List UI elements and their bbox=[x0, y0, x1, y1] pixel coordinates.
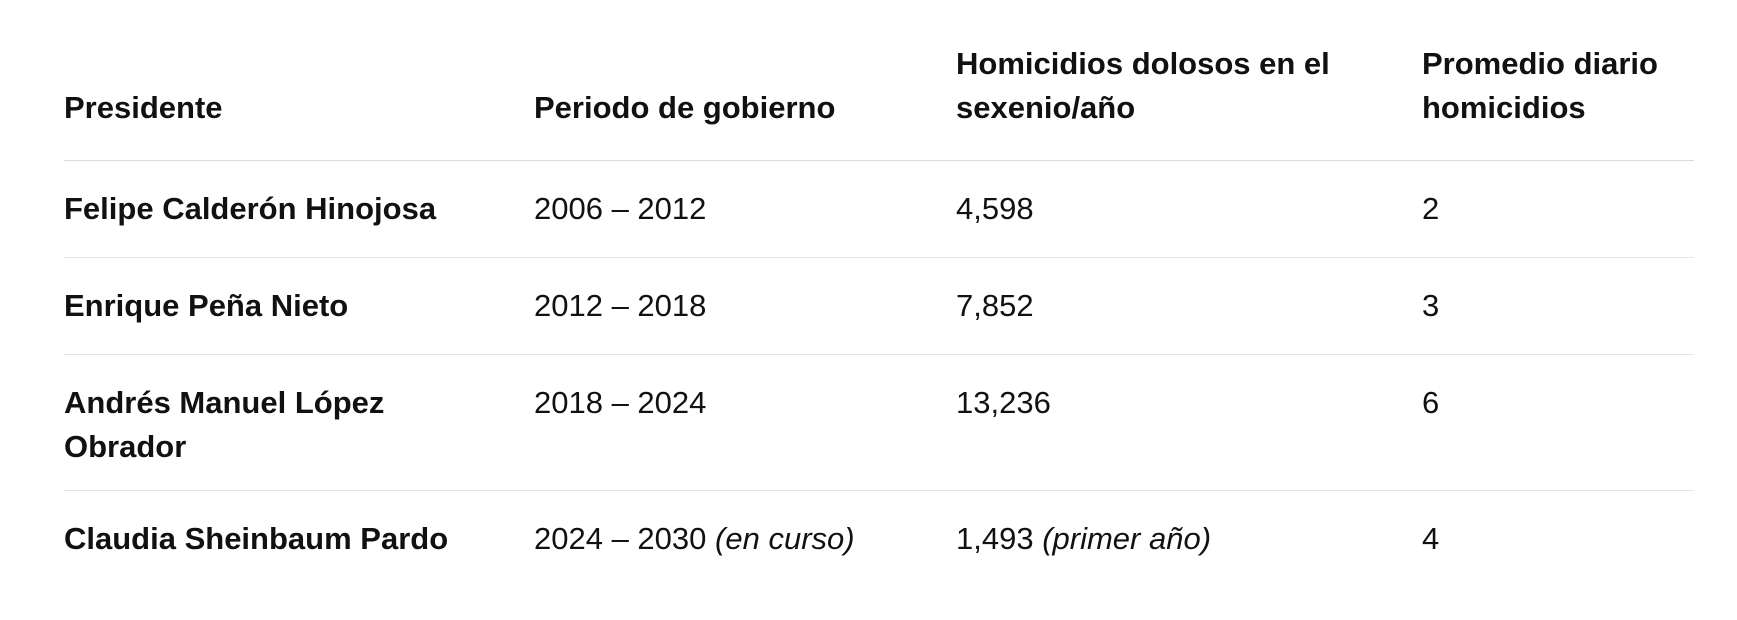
cell-promedio: 2 bbox=[1422, 160, 1694, 258]
periodo-value: 2012 – 2018 bbox=[534, 287, 707, 323]
cell-presidente: Andrés Manuel López Obrador bbox=[64, 354, 534, 491]
periodo-note: (en curso) bbox=[715, 520, 855, 556]
table-row: Felipe Calderón Hinojosa 2006 – 2012 4,5… bbox=[64, 160, 1694, 258]
header-presidente: Presidente bbox=[64, 0, 534, 161]
cell-periodo: 2018 – 2024 bbox=[534, 354, 956, 491]
table-row: Enrique Peña Nieto 2012 – 2018 7,852 3 bbox=[64, 257, 1694, 355]
table-body: Felipe Calderón Hinojosa 2006 – 2012 4,5… bbox=[64, 160, 1694, 586]
table-row: Claudia Sheinbaum Pardo 2024 – 2030 (en … bbox=[64, 490, 1694, 586]
cell-promedio: 6 bbox=[1422, 354, 1694, 491]
table-row: Andrés Manuel López Obrador 2018 – 2024 … bbox=[64, 354, 1694, 491]
cell-presidente: Enrique Peña Nieto bbox=[64, 257, 534, 355]
header-homicidios: Homicidios dolosos en el sexenio/año bbox=[956, 0, 1422, 161]
cell-presidente: Felipe Calderón Hinojosa bbox=[64, 160, 534, 258]
table-header: Presidente Periodo de gobierno Homicidio… bbox=[64, 0, 1694, 161]
cell-periodo: 2024 – 2030 (en curso) bbox=[534, 490, 956, 586]
cell-homicidios: 1,493 (primer año) bbox=[956, 490, 1422, 586]
header-promedio: Promedio diario homicidios bbox=[1422, 0, 1694, 161]
homicidios-note: (primer año) bbox=[1042, 520, 1212, 556]
header-row: Presidente Periodo de gobierno Homicidio… bbox=[64, 0, 1694, 161]
homicidios-value: 13,236 bbox=[956, 384, 1051, 420]
homicidios-value: 4,598 bbox=[956, 190, 1034, 226]
cell-periodo: 2012 – 2018 bbox=[534, 257, 956, 355]
cell-homicidios: 4,598 bbox=[956, 160, 1422, 258]
cell-promedio: 3 bbox=[1422, 257, 1694, 355]
cell-homicidios: 13,236 bbox=[956, 354, 1422, 491]
periodo-value: 2024 – 2030 bbox=[534, 520, 707, 556]
cell-homicidios: 7,852 bbox=[956, 257, 1422, 355]
homicides-table: Presidente Periodo de gobierno Homicidio… bbox=[64, 0, 1694, 586]
cell-periodo: 2006 – 2012 bbox=[534, 160, 956, 258]
homicidios-value: 7,852 bbox=[956, 287, 1034, 323]
homicides-table-container: Presidente Periodo de gobierno Homicidio… bbox=[64, 0, 1694, 586]
header-periodo: Periodo de gobierno bbox=[534, 0, 956, 161]
periodo-value: 2018 – 2024 bbox=[534, 384, 707, 420]
periodo-value: 2006 – 2012 bbox=[534, 190, 707, 226]
homicidios-value: 1,493 bbox=[956, 520, 1034, 556]
cell-promedio: 4 bbox=[1422, 520, 1440, 556]
cell-presidente: Claudia Sheinbaum Pardo bbox=[64, 520, 449, 556]
